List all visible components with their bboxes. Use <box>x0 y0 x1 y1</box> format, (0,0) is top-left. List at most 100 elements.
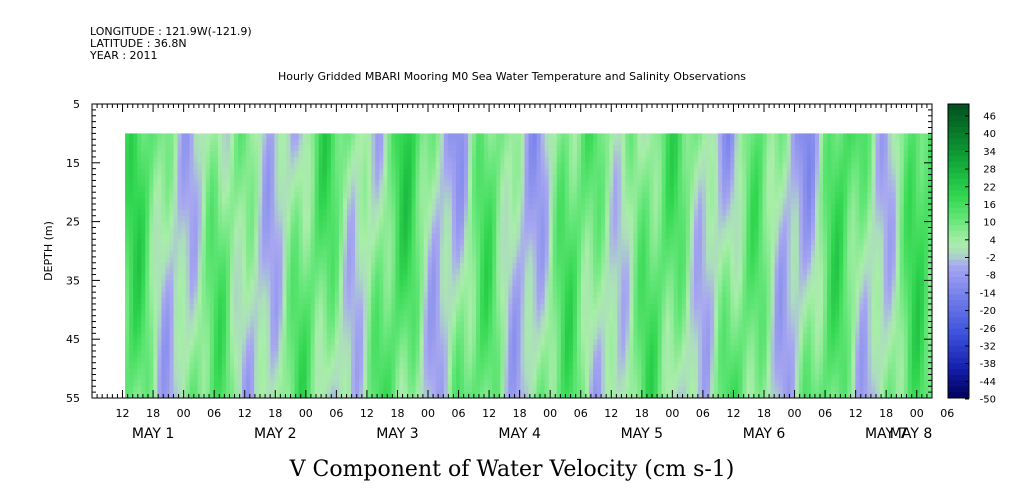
heatmap-cell <box>141 386 146 393</box>
heatmap-cell <box>387 239 392 246</box>
heatmap-cell <box>225 139 231 146</box>
heatmap-cell <box>238 356 243 364</box>
heatmap-cell <box>205 256 211 264</box>
heatmap-cell <box>379 327 384 334</box>
heatmap-cell <box>447 268 453 276</box>
heatmap-cell <box>367 239 372 246</box>
heatmap-cell <box>528 221 534 229</box>
heatmap-cell <box>484 198 489 205</box>
heatmap-cell <box>193 268 199 276</box>
heatmap-cell <box>290 174 296 182</box>
heatmap-cell <box>201 315 207 323</box>
heatmap-cell <box>129 256 134 264</box>
heatmap-cell <box>169 203 175 211</box>
heatmap-cell <box>391 298 396 305</box>
heatmap-cell <box>512 292 518 299</box>
heatmap-cell <box>552 180 558 187</box>
heatmap-cell <box>359 233 364 240</box>
heatmap-cell <box>250 233 255 240</box>
heatmap-cell <box>314 209 320 217</box>
heatmap-cell <box>528 268 534 276</box>
heatmap-cell <box>169 209 175 217</box>
heatmap-cell <box>367 356 372 364</box>
heatmap-cell <box>524 180 530 187</box>
heatmap-cell <box>363 280 368 287</box>
heatmap-cell <box>379 368 384 376</box>
heatmap-cell <box>367 251 372 258</box>
heatmap-cell <box>278 262 284 270</box>
heatmap-cell <box>262 350 267 358</box>
heatmap-cell <box>290 339 296 346</box>
heatmap-cell <box>371 298 376 305</box>
heatmap-cell <box>363 327 368 334</box>
heatmap-cell <box>238 345 243 352</box>
heatmap-cell <box>516 215 522 223</box>
heatmap-cell <box>274 339 279 346</box>
heatmap-cell <box>334 309 340 317</box>
heatmap-cell <box>153 168 158 176</box>
heatmap-cell <box>254 221 259 229</box>
heatmap-cell <box>419 356 425 364</box>
heatmap-cell <box>403 274 409 281</box>
heatmap-cell <box>480 233 485 240</box>
heatmap-cell <box>484 274 489 281</box>
heatmap-cell <box>169 168 175 176</box>
heatmap-cell <box>383 350 388 358</box>
heatmap-cell <box>439 374 445 381</box>
heatmap-cell <box>185 245 191 252</box>
heatmap-cell <box>310 221 316 229</box>
heatmap-cell <box>177 162 183 170</box>
heatmap-cell <box>165 280 171 287</box>
heatmap-cell <box>266 392 271 398</box>
heatmap-cell <box>536 327 542 334</box>
heatmap-cell <box>217 350 223 358</box>
heatmap-cell <box>564 380 570 387</box>
heatmap-cell <box>217 362 223 370</box>
heatmap-cell <box>189 303 195 311</box>
heatmap-cell <box>488 345 493 352</box>
heatmap-cell <box>306 386 312 393</box>
heatmap-cell <box>439 386 445 393</box>
heatmap-cell <box>371 198 376 205</box>
heatmap-cell <box>137 262 142 270</box>
heatmap-cell <box>213 221 219 229</box>
heatmap-cell <box>161 151 167 158</box>
heatmap-cell <box>137 350 142 358</box>
heatmap-cell <box>403 327 409 334</box>
heatmap-cell <box>395 215 401 223</box>
heatmap-cell <box>213 362 219 370</box>
heatmap-cell <box>355 362 360 370</box>
heatmap-cell <box>439 309 445 317</box>
heatmap-cell <box>451 298 457 305</box>
heatmap-cell <box>512 156 518 164</box>
heatmap-cell <box>330 380 336 387</box>
heatmap-cell <box>367 392 372 398</box>
heatmap-cell <box>254 192 259 199</box>
heatmap-cell <box>459 203 465 211</box>
heatmap-cell <box>322 303 328 311</box>
heatmap-cell <box>193 292 199 299</box>
heatmap-cell <box>133 133 138 140</box>
heatmap-cell <box>504 356 509 364</box>
heatmap-cell <box>363 145 368 152</box>
heatmap-cell <box>274 350 279 358</box>
heatmap-cell <box>504 156 509 164</box>
heatmap-cell <box>512 286 518 293</box>
heatmap-cell <box>306 215 312 223</box>
heatmap-cell <box>496 239 501 246</box>
heatmap-cell <box>351 203 356 211</box>
heatmap-cell <box>314 350 320 358</box>
heatmap-cell <box>548 339 554 346</box>
heatmap-cell <box>411 139 417 146</box>
heatmap-cell <box>427 168 433 176</box>
heatmap-cell <box>270 280 275 287</box>
heatmap-cell <box>314 303 320 311</box>
heatmap-cell <box>496 303 501 311</box>
heatmap-cell <box>476 156 481 164</box>
heatmap-cell <box>455 233 461 240</box>
heatmap-cell <box>367 292 372 299</box>
heatmap-cell <box>504 162 509 170</box>
heatmap-cell <box>556 227 562 234</box>
heatmap-cell <box>278 251 284 258</box>
heatmap-cell <box>484 145 489 152</box>
